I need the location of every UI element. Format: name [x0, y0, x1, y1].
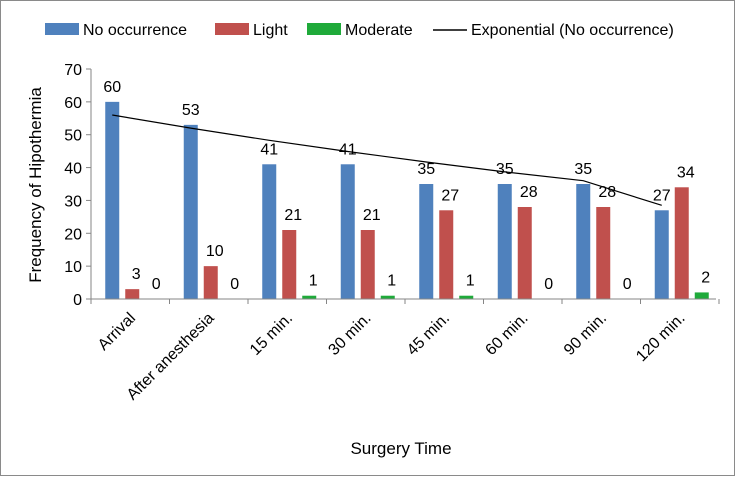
data-label-moderate-6: 0	[623, 276, 632, 293]
legend-swatch-0	[45, 23, 79, 35]
trendline-exponential	[112, 114, 662, 206]
data-label-moderate-0: 0	[152, 276, 161, 293]
data-label-moderate-2: 1	[309, 273, 318, 290]
data-label-no-occurrence-4: 35	[417, 161, 435, 178]
x-category-label-2: 15 min.	[247, 310, 296, 359]
bar-light-6	[596, 207, 611, 299]
data-label-light-2: 21	[284, 207, 302, 224]
data-label-light-4: 27	[441, 187, 459, 204]
bar-no-occurrence-2	[262, 164, 277, 299]
bar-moderate-3	[380, 295, 395, 299]
data-label-no-occurrence-7: 27	[653, 187, 671, 204]
y-tick-label-7: 70	[64, 62, 82, 79]
bar-no-occurrence-6	[576, 184, 591, 299]
bar-light-1	[203, 266, 218, 299]
trendline-layer	[112, 114, 662, 206]
y-tick-label-6: 60	[64, 95, 82, 112]
data-label-no-occurrence-5: 35	[496, 161, 514, 178]
legend-swatch-1	[215, 23, 249, 35]
data-label-moderate-3: 1	[387, 273, 396, 290]
bar-light-4	[439, 210, 454, 299]
x-axis-title: Surgery Time	[350, 439, 451, 458]
bars-layer	[105, 101, 709, 299]
bar-light-7	[674, 187, 689, 299]
data-label-no-occurrence-3: 41	[339, 141, 357, 158]
legend-label-trendline: Exponential (No occurrence)	[471, 22, 674, 39]
data-label-no-occurrence-6: 35	[574, 161, 592, 178]
data-label-light-1: 10	[206, 243, 224, 260]
legend: No occurrence Light Moderate Exponential (N…	[45, 22, 674, 39]
legend-label-0: No occurrence	[83, 22, 187, 39]
x-category-label-7: 120 min.	[633, 310, 688, 365]
data-label-moderate-4: 1	[466, 273, 475, 290]
data-label-light-3: 21	[363, 207, 381, 224]
bar-light-5	[517, 207, 532, 299]
y-tick-label-0: 0	[73, 292, 82, 309]
data-label-no-occurrence-2: 41	[260, 141, 278, 158]
x-category-label-6: 90 min.	[561, 310, 610, 359]
bar-light-3	[360, 230, 375, 299]
x-category-label-4: 45 min.	[404, 310, 453, 359]
legend-label-1: Light	[253, 22, 288, 39]
data-label-moderate-5: 0	[544, 276, 553, 293]
bar-moderate-2	[302, 295, 317, 299]
x-category-label-0: Arrival	[95, 310, 139, 354]
y-axis-title: Frequency of Hipothermia	[26, 87, 45, 283]
y-axis: 0 10 20 30 40 50 60 70	[64, 62, 92, 309]
x-category-label-3: 30 min.	[325, 310, 374, 359]
data-label-no-occurrence-1: 53	[182, 102, 200, 119]
data-label-moderate-7: 2	[701, 269, 710, 286]
bar-no-occurrence-1	[183, 124, 198, 299]
bar-no-occurrence-7	[654, 210, 669, 299]
data-label-no-occurrence-0: 60	[103, 79, 121, 96]
bar-light-0	[125, 289, 140, 299]
bar-no-occurrence-4	[419, 184, 434, 299]
data-label-light-6: 28	[598, 184, 616, 201]
data-label-light-5: 28	[520, 184, 538, 201]
bar-moderate-7	[694, 292, 709, 299]
bar-moderate-4	[459, 295, 474, 299]
x-category-label-5: 60 min.	[482, 310, 531, 359]
legend-label-2: Moderate	[345, 22, 413, 39]
bar-no-occurrence-0	[105, 101, 120, 299]
x-category-label-1: After anesthesia	[124, 310, 218, 404]
y-tick-label-5: 50	[64, 128, 82, 145]
y-tick-label-4: 40	[64, 161, 82, 178]
y-tick-label-1: 10	[64, 259, 82, 276]
y-tick-label-3: 30	[64, 193, 82, 210]
y-tick-label-2: 20	[64, 226, 82, 243]
bar-no-occurrence-3	[340, 164, 355, 299]
data-label-light-7: 34	[677, 164, 695, 181]
data-label-light-0: 3	[132, 266, 141, 283]
bar-light-2	[282, 230, 297, 299]
data-label-moderate-1: 0	[230, 276, 239, 293]
bar-no-occurrence-5	[497, 184, 512, 299]
legend-swatch-2	[307, 23, 341, 35]
